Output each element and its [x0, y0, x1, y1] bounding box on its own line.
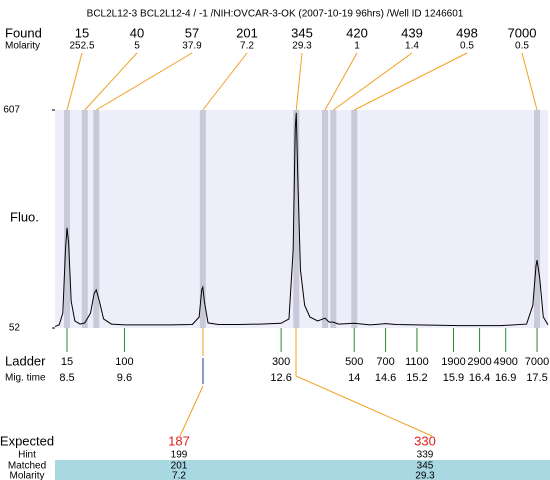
hint-value: 199 — [171, 450, 188, 461]
hint-label: Hint — [18, 450, 36, 461]
match-links — [179, 328, 433, 437]
peak-band — [330, 110, 337, 328]
found-molarity: 0.5 — [460, 41, 474, 52]
ladder-migtime: 8.5 — [59, 372, 74, 384]
found-size: 57 — [185, 25, 199, 40]
ladder-migtime: 15.2 — [406, 372, 427, 384]
ladder-migtime: 16.4 — [469, 372, 490, 384]
matched-value: 345 — [417, 461, 434, 472]
peak-link — [333, 52, 413, 111]
ladder-size: 100 — [115, 356, 133, 368]
ladder-migtime: 16.9 — [495, 372, 516, 384]
ladder-migtime: 9.6 — [117, 372, 132, 384]
peak-link — [66, 52, 83, 111]
found-molarity: 37.9 — [182, 41, 202, 52]
found-size: 439 — [401, 25, 423, 40]
found-molarity: 29.3 — [292, 41, 312, 52]
found-size: 345 — [291, 25, 313, 40]
ladder-label: Ladder — [5, 353, 46, 368]
peak-link — [295, 52, 303, 111]
found-molarity: 0.5 — [515, 41, 529, 52]
peak-band — [322, 110, 329, 328]
peak-link — [354, 52, 468, 111]
matched-value: 201 — [171, 461, 188, 472]
trace — [54, 112, 549, 327]
link — [179, 385, 204, 437]
y-label: Fluo. — [10, 209, 39, 224]
link — [295, 375, 433, 437]
ladder-size: 15 — [61, 356, 73, 368]
found-size: 201 — [236, 25, 258, 40]
found-molarity: 252.5 — [69, 41, 94, 52]
peak-band — [199, 110, 206, 328]
ladder-migtime: 15.9 — [443, 372, 464, 384]
ladder-migtime: 12.6 — [270, 372, 291, 384]
expected-value: 330 — [414, 433, 436, 448]
peak-band — [93, 110, 100, 328]
molarity-label: Molarity — [5, 41, 40, 52]
found-molarity: 1 — [354, 41, 360, 52]
found-size: 15 — [75, 25, 89, 40]
found-size: 498 — [456, 25, 478, 40]
ladder-size: 1100 — [405, 356, 429, 368]
ladder-size: 2900 — [467, 356, 491, 368]
molarity-value: 7.2 — [172, 471, 186, 480]
ladder-size: 500 — [345, 356, 363, 368]
found-label: Found — [5, 25, 42, 40]
plot-area — [55, 110, 548, 328]
ladder-size: 700 — [376, 356, 394, 368]
peak-band — [351, 110, 358, 328]
plot — [55, 110, 548, 328]
ladder-migtime: 17.5 — [526, 372, 547, 384]
peak-band — [534, 110, 541, 328]
table-molarity-label: Molarity — [9, 471, 44, 480]
y-tick-label: 607 — [3, 105, 20, 116]
ladder-size: 1900 — [441, 356, 465, 368]
peak-link — [202, 52, 248, 111]
matched-label: Matched — [8, 461, 46, 472]
ladder-size: 7000 — [525, 356, 549, 368]
ladder-migtime: 14 — [348, 372, 360, 384]
migtime-label: Mig. time — [5, 373, 46, 384]
peak-band — [293, 110, 300, 328]
title: BCL2L12-3 BCL2L12-4 / -1 /NIH:OVCAR-3-OK… — [87, 9, 464, 20]
ladder-migtime: 14.6 — [375, 372, 396, 384]
peak-link — [521, 52, 538, 111]
ladder-size: 4900 — [493, 356, 517, 368]
peak-band — [81, 110, 88, 328]
peak-link — [96, 52, 193, 111]
found-size: 40 — [130, 25, 144, 40]
matched-band — [55, 460, 550, 480]
found-molarity: 1.4 — [405, 41, 419, 52]
peak-band — [64, 110, 71, 328]
molarity-value: 29.3 — [415, 471, 435, 480]
expected-label: Expected — [0, 433, 54, 448]
y-tick-label: 52 — [9, 323, 21, 334]
peak-link — [84, 52, 138, 111]
found-size: 7000 — [508, 25, 537, 40]
found-size: 420 — [346, 25, 368, 40]
hint-value: 339 — [417, 450, 434, 461]
ladder-size: 300 — [272, 356, 290, 368]
found-molarity: 7.2 — [240, 41, 254, 52]
peak-link — [324, 52, 358, 111]
expected-value: 187 — [168, 433, 190, 448]
found-molarity: 5 — [134, 41, 140, 52]
